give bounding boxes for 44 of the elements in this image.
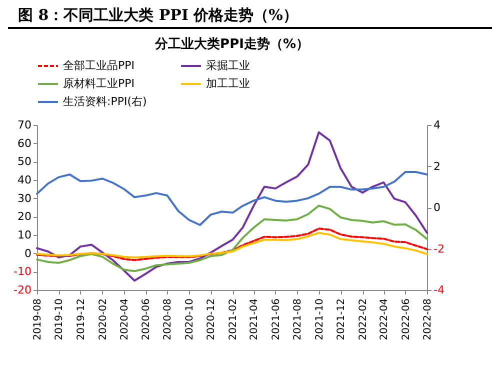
x-tick-label: 2022-06 (400, 298, 412, 340)
x-tick-label: 2020-02 (98, 298, 109, 340)
y2-tick-label: 4 (434, 118, 440, 132)
y2-tick-label: -4 (434, 284, 444, 296)
x-tick-label: 2020-06 (141, 298, 152, 340)
y2-tick-label: 0 (434, 201, 440, 214)
y2-tick-label: -2 (434, 242, 444, 256)
y-tick-label: 40 (18, 174, 32, 186)
x-tick-label: 2019-10 (54, 298, 66, 340)
chart-subtitle: 分工业大类PPI走势（%） (154, 36, 309, 52)
x-tick-label: 2020-08 (162, 298, 174, 340)
legend-label: 采掘工业 (206, 59, 250, 72)
x-tick-label: 2020-12 (206, 298, 218, 340)
x-tick-label: 2021-06 (270, 298, 282, 340)
x-tick-label: 2021-12 (336, 298, 348, 340)
y2-tick-label: 2 (434, 160, 440, 173)
x-tick-label: 2021-08 (292, 298, 304, 340)
chart-title: 图 8：不同工业大类 PPI 价格走势（%） (8, 0, 492, 29)
line-series (36, 131, 428, 282)
legend-label: 加工工业 (206, 77, 250, 90)
x-tick-label: 2022-04 (379, 298, 390, 340)
y-tick-label: -10 (14, 265, 32, 278)
legend-label: 生活资料:PPI(右) (63, 95, 147, 108)
y-tick-label: 70 (18, 118, 32, 132)
x-tick-label: 2019-08 (32, 298, 44, 340)
y-tick-label: 60 (18, 136, 32, 150)
y-tick-label: -20 (14, 284, 32, 296)
x-tick-label: 2020-04 (119, 298, 130, 340)
x-tick-label: 2020-10 (184, 298, 196, 340)
x-tick-label: 2022-08 (422, 298, 434, 340)
x-tick-label: 2021-04 (249, 298, 260, 340)
line-series (36, 204, 428, 272)
line-series (36, 171, 428, 226)
y-tick-label: 30 (18, 192, 32, 205)
x-tick-label: 2021-10 (314, 298, 326, 340)
x-tick-label: 2019-12 (76, 298, 87, 340)
y-tick-label: 0 (24, 246, 32, 260)
legend-label: 全部工业品PPI (63, 59, 135, 72)
legend-label: 原材料工业PPI (63, 77, 135, 90)
y-tick-label: 20 (18, 210, 32, 224)
x-tick-label: 2022-02 (358, 298, 370, 340)
y-tick-label: 10 (18, 228, 32, 242)
x-tick-label: 2021-02 (228, 298, 240, 340)
y-tick-label: 50 (18, 155, 32, 168)
